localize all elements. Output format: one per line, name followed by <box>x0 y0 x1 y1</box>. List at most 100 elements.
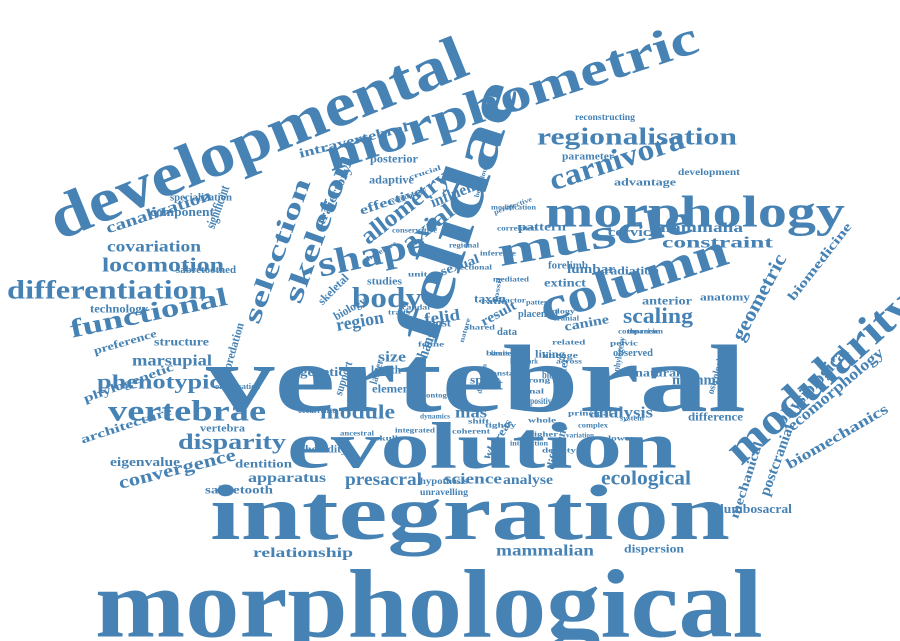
word-structure: structure <box>154 334 209 349</box>
word-dentition: dentition <box>235 456 293 471</box>
word-heredity: heredity <box>305 443 348 456</box>
word-technology: technology <box>90 301 149 316</box>
word-factor: factor <box>502 296 526 305</box>
word-occurrence: occurrence <box>298 404 336 415</box>
word-conservative: conservative <box>392 226 438 235</box>
word-pattern: pattern <box>518 219 566 234</box>
word-block: block <box>542 367 563 382</box>
word-interaction: interaction <box>510 439 548 448</box>
word-sabretooth: sabretooth <box>205 482 274 497</box>
word-strong: strong <box>520 376 551 385</box>
word-complex: complex <box>578 421 608 430</box>
word-variation: variation <box>566 431 594 440</box>
word-dispersion: dispersion <box>624 541 685 556</box>
word-constraint: constraint <box>662 234 773 252</box>
word-body: body <box>352 283 422 315</box>
word-limited: limited <box>491 349 516 358</box>
word-vertebral: vertebral <box>206 325 747 433</box>
word-morphology: morphology <box>545 187 845 237</box>
word-skull: skull <box>375 434 399 443</box>
word-vertebra: vertebra <box>200 422 245 435</box>
word-analyse: analyse <box>503 473 554 489</box>
word-whole: whole <box>528 416 556 425</box>
word-module: module <box>320 401 395 424</box>
word-integrated: integrated <box>395 426 435 435</box>
word-basis: basis <box>486 349 510 358</box>
word-shared: shared <box>465 323 496 332</box>
word-disparity: disparity <box>178 428 286 454</box>
word-pelvic: pelvic <box>610 339 638 348</box>
word-ontogeny: ontogeny <box>426 391 460 400</box>
word-advantage: advantage <box>614 176 676 189</box>
word-eigenvalue: eigenvalue <box>110 453 181 469</box>
word-dynamics: dynamics <box>420 412 450 421</box>
word-specialization: specialization <box>170 191 232 204</box>
word-mas: mas <box>455 404 488 422</box>
word-ancestral: ancestral <box>340 429 374 438</box>
word-cat: cat <box>478 376 503 394</box>
word-component: component <box>150 203 215 219</box>
word-difference: difference <box>688 409 743 424</box>
word-adaptive: adaptive <box>369 172 414 187</box>
word-integration: integration <box>210 469 731 557</box>
word-higher: higher <box>528 430 558 439</box>
word-anatomy: anatomy <box>700 291 751 304</box>
word-correlated: correlated <box>497 224 537 233</box>
word-tightly: tightly <box>485 421 517 430</box>
word-marsupial: marsupial <box>132 352 213 370</box>
word-traits: traits <box>388 308 410 317</box>
word-comparison: comparison <box>618 327 664 336</box>
word-relationship: relationship <box>253 546 353 562</box>
word-cranial: cranial <box>553 314 579 323</box>
word-unravelling: unravelling <box>420 486 469 497</box>
word-most: most <box>425 315 452 330</box>
word-lower: lower <box>608 434 635 443</box>
word-mediated: mediated <box>493 275 530 284</box>
word-parameter: parameter <box>562 150 615 163</box>
word-mammalian: mammalian <box>496 542 594 560</box>
word-regional: regional <box>449 241 480 250</box>
word-across: across <box>556 357 583 366</box>
word-positive: positive <box>530 395 555 406</box>
word-organisation: organisation <box>215 381 261 391</box>
word-ratio: ratio <box>481 296 508 306</box>
word-apparatus: apparatus <box>248 471 326 487</box>
word-constant: constant <box>488 369 523 378</box>
word-taxon: taxon <box>474 291 506 306</box>
word-lineage: lineage <box>542 350 578 360</box>
word-shift: shift <box>468 417 490 426</box>
word-posterior: posterior <box>370 151 419 166</box>
word-size: size <box>378 349 406 366</box>
word-development: development <box>678 166 740 177</box>
word-regionalisation: regionalisation <box>537 124 737 151</box>
word-thoracic: thoracic <box>627 327 659 336</box>
word-observed: observed <box>613 348 653 360</box>
word-landmark: landmark <box>510 357 538 366</box>
word-principal: principal <box>568 409 612 418</box>
word-studies: studies <box>367 275 402 288</box>
word-evolution: evolution <box>287 409 678 483</box>
word-genetic: genetic <box>300 363 345 379</box>
word-vertebrae: vertebrae <box>108 394 267 428</box>
word-mammalia: mammalia <box>655 221 743 237</box>
word-living: living <box>535 348 566 361</box>
word-scaling: scaling <box>623 302 693 328</box>
word-extinct: extinct <box>544 275 587 290</box>
word-hypothesis: hypothesis <box>420 475 469 486</box>
word-sabretoothed: sabretoothed <box>176 265 237 277</box>
word-lumbosacral: lumbosacral <box>720 500 792 516</box>
word-data: data <box>497 327 518 339</box>
word-sectional: sectional <box>456 263 492 272</box>
word-inference: inference <box>480 249 517 258</box>
word-natural: natural <box>635 365 681 380</box>
word-spine: spine <box>470 372 500 387</box>
word-forelimb: forelimb <box>548 259 589 272</box>
word-ecology: ecology <box>543 307 575 316</box>
word-phenotypic: phenotypic <box>97 371 222 394</box>
word-pattern: pattern <box>526 298 553 307</box>
word-covariation: covariation <box>107 238 202 256</box>
word-anterior: anterior <box>642 293 693 308</box>
word-ecological: ecological <box>601 467 691 490</box>
word-modification: modification <box>491 203 537 212</box>
word-presacral: presacral <box>345 468 423 489</box>
